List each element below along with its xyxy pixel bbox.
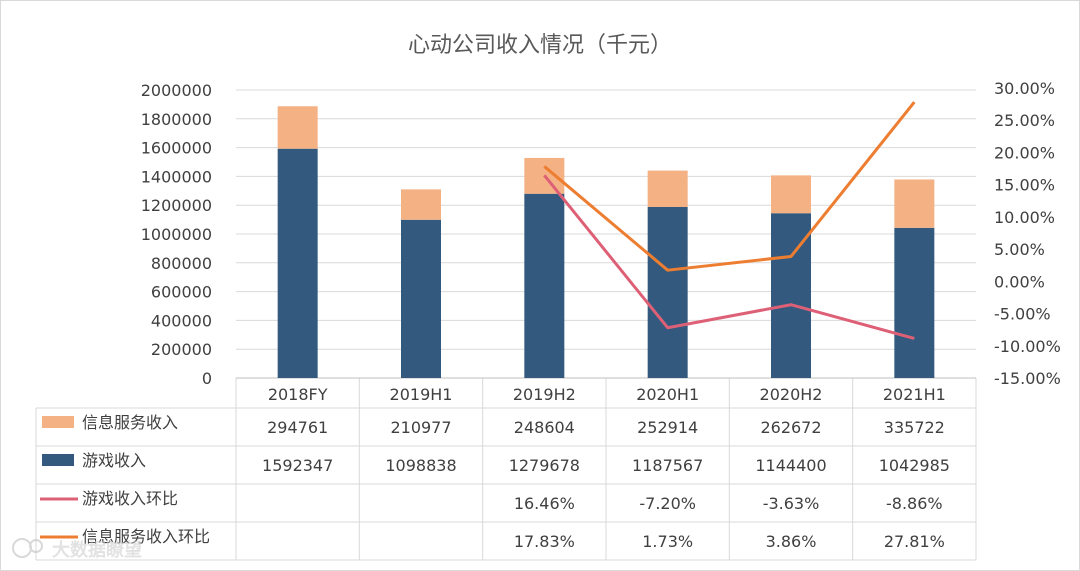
y-tick-label: 1000000 — [141, 225, 212, 244]
table-cell-value: 248604 — [514, 418, 575, 437]
y2-tick-label: 10.00% — [994, 208, 1055, 227]
y2-tick-label: 0.00% — [994, 272, 1045, 291]
table-cell-value: -8.86% — [886, 494, 943, 513]
bar-game-revenue — [524, 193, 565, 378]
legend-label: 游戏收入环比 — [82, 489, 178, 508]
table-cell-value: 1279678 — [509, 456, 580, 475]
y-tick-label: 400000 — [151, 311, 212, 330]
table-cell-value: 210977 — [390, 418, 451, 437]
table-cell-value: 3.86% — [766, 532, 817, 551]
labels: 心动公司收入情况（千元）2000000180000016000001400000… — [40, 33, 1061, 551]
table-cell-value: 17.83% — [514, 532, 575, 551]
watermark-text: 大数据瞭望 — [52, 539, 142, 561]
watermark: 大数据瞭望 — [12, 538, 142, 561]
y-tick-label: 1400000 — [141, 167, 212, 186]
y2-tick-label: 5.00% — [994, 240, 1045, 259]
table-cell-value: 1098838 — [385, 456, 456, 475]
y2-tick-label: -5.00% — [994, 305, 1051, 324]
watermark-logo: 大数据瞭望 — [12, 538, 142, 561]
data-table-grid — [35, 377, 977, 561]
bar-game-revenue — [894, 227, 935, 378]
x-tick-label: 2019H1 — [390, 385, 453, 404]
line-game-qoq — [543, 174, 915, 340]
table-cell-value: 27.81% — [884, 532, 945, 551]
table-cell-value: 262672 — [760, 418, 821, 437]
watermark-icon — [29, 539, 43, 553]
bar-info-service-revenue — [277, 106, 318, 149]
table-cell-value: 1144400 — [755, 456, 826, 475]
bar-info-service-revenue — [771, 175, 811, 214]
x-tick-label: 2020H2 — [760, 385, 823, 404]
y2-tick-label: 20.00% — [994, 143, 1055, 162]
chart-title: 心动公司收入情况（千元） — [408, 33, 672, 58]
y2-tick-label: 15.00% — [994, 176, 1055, 195]
table-cell-value: 1187567 — [632, 456, 703, 475]
x-tick-label: 2020H1 — [636, 385, 699, 404]
y-tick-label: 1800000 — [141, 110, 212, 129]
bars — [277, 106, 935, 378]
legend-label: 信息服务收入环比 — [82, 527, 210, 546]
bar-info-service-revenue — [647, 170, 688, 207]
y-tick-label: 1600000 — [141, 139, 212, 158]
x-tick-label: 2018FY — [268, 385, 328, 404]
table-cell-value: 16.46% — [514, 494, 575, 513]
table-cell-value: -3.63% — [763, 494, 820, 513]
table-cell-value: 1592347 — [262, 456, 333, 475]
bar-info-service-revenue — [401, 189, 441, 220]
x-tick-label: 2019H2 — [513, 385, 576, 404]
x-tick-label: 2021H1 — [883, 385, 946, 404]
table-cell-value: 335722 — [884, 418, 945, 437]
y-tick-label: 600000 — [151, 283, 212, 302]
y2-tick-label: 30.00% — [994, 79, 1055, 98]
y-tick-label: 800000 — [151, 254, 212, 273]
bar-game-revenue — [647, 206, 688, 378]
table-cell-value: 1.73% — [642, 532, 693, 551]
table-cell-value: -7.20% — [639, 494, 696, 513]
legend-label: 游戏收入 — [82, 451, 146, 470]
table-cell-value: 1042985 — [879, 456, 950, 475]
legend-label: 信息服务收入 — [82, 413, 178, 432]
bar-info-service-revenue — [894, 179, 935, 228]
y-tick-label: 0 — [202, 369, 212, 388]
y2-tick-label: -15.00% — [994, 369, 1061, 388]
y2-tick-label: 25.00% — [994, 111, 1055, 130]
watermark-icon — [12, 538, 32, 558]
bar-game-revenue — [277, 148, 318, 378]
legend-key-swatch — [42, 454, 74, 466]
table-cell-value: 294761 — [267, 418, 328, 437]
table-cell-value: 252914 — [637, 418, 698, 437]
y-tick-label: 1200000 — [141, 196, 212, 215]
gridlines — [236, 89, 976, 350]
y2-tick-label: -10.00% — [994, 337, 1061, 356]
legend-key-swatch — [42, 416, 74, 428]
lines — [543, 101, 916, 340]
y-tick-label: 200000 — [151, 340, 212, 359]
bar-game-revenue — [401, 219, 441, 378]
y-tick-label: 2000000 — [141, 81, 212, 100]
line-info-service-qoq — [543, 101, 916, 272]
